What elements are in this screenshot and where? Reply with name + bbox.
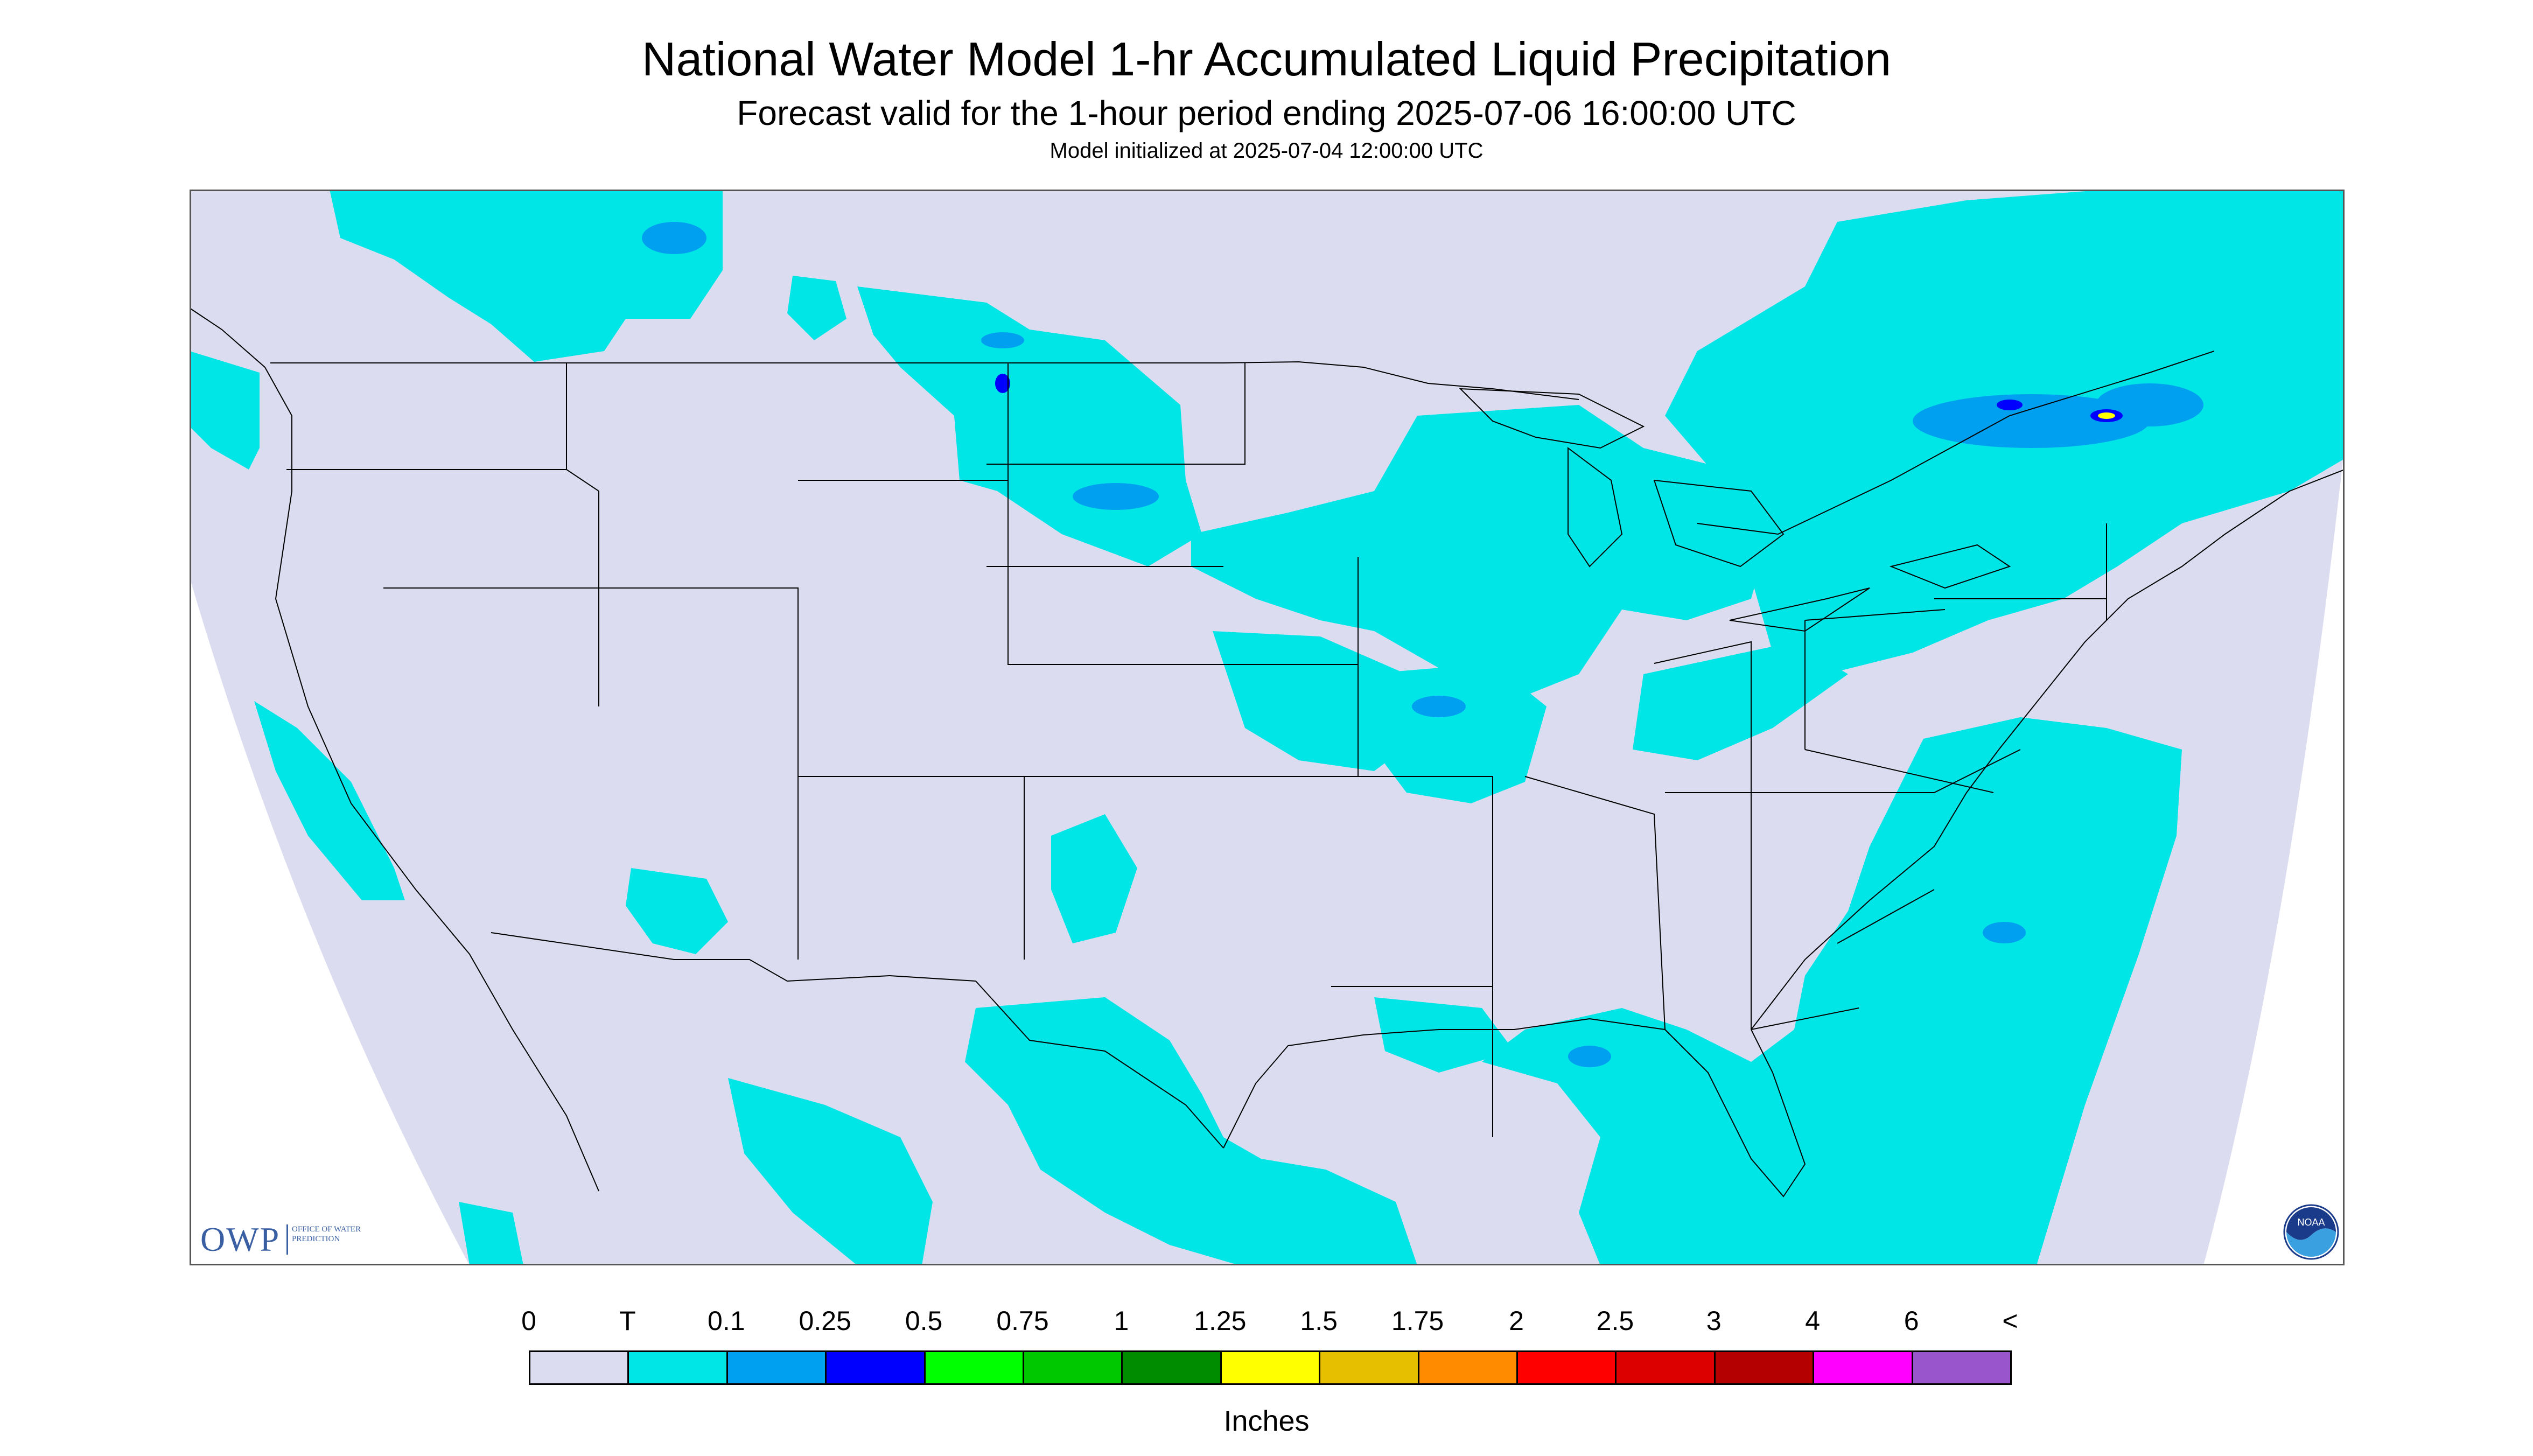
precip-light-quebec [1913,394,2150,448]
legend-swatch [1220,1350,1321,1385]
precip-area-central-plains [1213,631,1417,771]
legend-swatch [1516,1350,1617,1385]
canada-border [270,361,1579,400]
precip-area-upper-midwest [1191,405,1773,696]
legend-swatch [1121,1350,1222,1385]
legend-swatch [1319,1350,1419,1385]
precip-light-illinois [1412,696,1466,717]
legend-swatch [1417,1350,1518,1385]
pacific-coastline [190,307,599,1192]
precip-area-south-mexico [459,1202,523,1265]
legend-label: 2.5 [1596,1306,1634,1336]
precip-area-ozarks [1363,663,1547,803]
map-title: National Water Model 1-hr Accumulated Li… [641,32,1892,86]
precip-area-wa-coast [190,351,260,470]
legend-swatch [1713,1350,1815,1385]
legend-swatch [627,1350,728,1385]
legend-units: Inches [1223,1405,1310,1437]
precip-light-areas [642,222,2203,1067]
canada-border-east [1697,351,2215,535]
precip-area-mexico [728,1078,933,1265]
legend-label: 2 [1509,1306,1524,1336]
precipitation-map [190,190,2345,1265]
precip-moderate-montana [995,374,1010,393]
map-subtitle: Forecast valid for the 1-hour period end… [737,94,1796,132]
state-boundaries [270,351,2215,1149]
legend-swatch [1023,1350,1123,1385]
legend-label: 0.75 [996,1306,1049,1336]
legend-label: 0 [521,1306,536,1336]
legend-label: T [619,1306,636,1336]
precip-area-montana [787,276,846,340]
map-frame [190,190,2345,1265]
legend-label: 1.25 [1194,1306,1247,1336]
east-states-lines [1665,523,2107,1030]
legend-label: 0.25 [799,1306,851,1336]
legend-swatch [1615,1350,1716,1385]
legend-swatch [825,1350,926,1385]
legend-label: 1.75 [1391,1306,1444,1336]
legend-label: 0.5 [905,1306,943,1336]
precip-moderate-quebec-west [1997,400,2023,410]
precip-area-texas [965,997,1417,1265]
precip-heavy-quebec [2098,412,2115,419]
noaa-logo-wave [2286,1228,2336,1257]
precip-light-dakota [1073,483,1159,510]
legend-label: 6 [1904,1306,1919,1336]
legend-label: 0.1 [708,1306,745,1336]
owp-logo-mark: OWP [200,1220,281,1258]
precip-trace-areas [190,190,2345,1265]
legend-swatch [1911,1350,2012,1385]
precip-light-bc [642,222,706,254]
legend-swatch [1813,1350,1913,1385]
noaa-logo: NOAA [2283,1204,2339,1260]
mexico-border [491,932,1224,1149]
legend-swatch [529,1350,629,1385]
legend-label: < [2002,1306,2018,1336]
owp-logo-divider [286,1224,288,1255]
legend-label: 1 [1114,1306,1129,1336]
legend-label: 1.5 [1300,1306,1338,1336]
gulf-coastline [1223,1018,1806,1198]
central-states-lines [986,363,1994,1137]
precip-light-montana [981,332,1024,348]
legend-label: 3 [1706,1306,1722,1336]
precip-area-bc [330,190,723,362]
legend-swatch [726,1350,827,1385]
legend-label: 4 [1805,1306,1821,1336]
precip-area-gulf-ms [1374,997,1514,1073]
precip-area-arizona [626,868,728,954]
precip-area-california-coast [254,701,405,900]
noaa-logo-text: NOAA [2297,1217,2325,1228]
great-lakes-outline [1459,388,2011,632]
precip-area-new-mexico [1051,814,1137,943]
owp-logo-text: Office of Water Prediction [292,1225,361,1243]
coastlines [190,307,2345,1198]
model-init-time: Model initialized at 2025-07-04 12:00:00… [1049,139,1484,163]
precip-area-southeast-atlantic [1482,717,2182,1265]
noaa-logo-sky [2286,1207,2336,1240]
owp-logo: OWP Office of Water Prediction [200,1221,378,1259]
legend-swatch [923,1350,1024,1385]
precip-light-gulf [1568,1046,1611,1067]
west-states-lines [286,363,1359,960]
precip-light-atlantic [1983,922,2026,943]
atlantic-coastline [1751,469,2345,1030]
precip-area-ohio-valley [1633,642,1848,760]
